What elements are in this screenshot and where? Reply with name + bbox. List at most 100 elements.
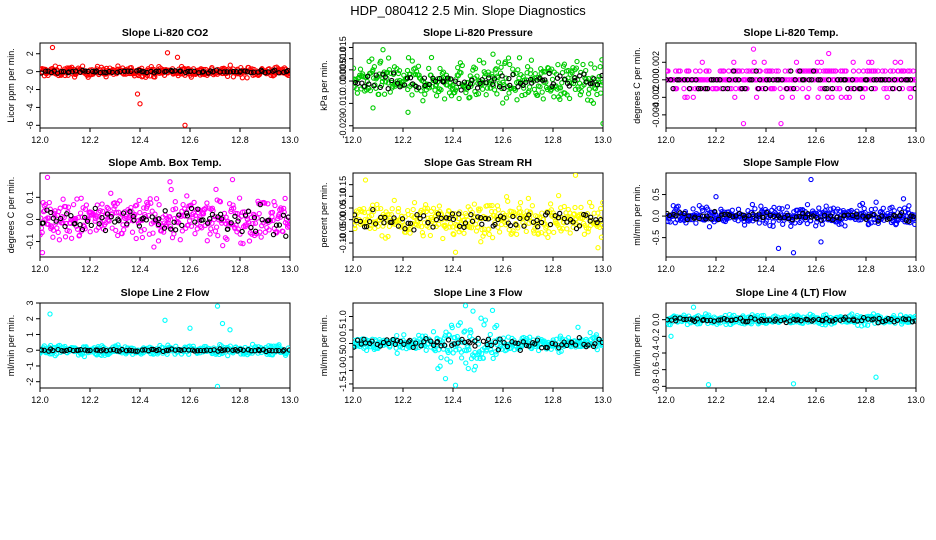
y-tick-label: -0.2 <box>651 329 661 345</box>
data-point <box>391 197 397 204</box>
data-point <box>503 95 510 101</box>
data-point <box>87 347 93 354</box>
data-point <box>417 215 423 222</box>
data-point <box>523 79 529 85</box>
data-point <box>501 340 507 346</box>
data-point <box>165 217 172 223</box>
data-point <box>463 89 469 96</box>
data-point <box>684 94 690 100</box>
data-point <box>433 216 440 223</box>
data-point <box>220 242 226 249</box>
data-point <box>566 95 573 102</box>
data-point <box>44 174 51 181</box>
y-tick-label: 0.5 <box>651 188 661 201</box>
panel-title: Slope Line 2 Flow <box>121 287 211 299</box>
data-point <box>353 65 357 71</box>
data-point <box>365 73 371 79</box>
data-point <box>535 224 541 230</box>
data-point <box>699 207 706 214</box>
x-tick-label: 12.0 <box>344 395 362 405</box>
y-tick-label: 0.002 <box>651 51 661 74</box>
data-point <box>750 46 757 52</box>
data-point <box>472 88 478 95</box>
data-point <box>446 332 453 338</box>
data-point <box>114 69 121 75</box>
data-point <box>56 237 63 243</box>
data-point <box>558 348 564 354</box>
data-point <box>827 318 833 324</box>
data-point <box>567 230 573 236</box>
data-point <box>525 195 532 202</box>
data-point <box>578 204 584 211</box>
data-point <box>790 85 797 92</box>
data-point <box>533 222 539 229</box>
data-point <box>521 85 527 91</box>
data-point <box>538 219 545 226</box>
data-point <box>677 68 683 74</box>
data-point <box>889 85 896 92</box>
y-axis-label: ml/min per min. <box>319 315 329 377</box>
data-point <box>270 231 277 238</box>
data-point <box>395 223 402 229</box>
data-point <box>467 340 473 346</box>
data-point <box>155 238 162 244</box>
data-point <box>595 210 601 216</box>
data-point <box>184 193 190 199</box>
data-point <box>395 205 402 212</box>
data-point <box>413 340 419 346</box>
data-point <box>430 205 437 212</box>
data-point <box>82 226 88 232</box>
data-point <box>187 325 193 331</box>
data-point <box>233 222 239 228</box>
data-point <box>515 67 521 73</box>
x-tick-label: 12.6 <box>807 264 825 274</box>
data-point <box>909 319 916 325</box>
data-point <box>240 347 246 353</box>
data-point <box>444 356 450 362</box>
data-point <box>887 68 894 74</box>
data-point <box>789 85 795 92</box>
data-point <box>77 210 84 216</box>
data-point <box>690 304 697 310</box>
data-point <box>134 91 141 97</box>
data-point <box>110 346 117 353</box>
data-point <box>257 201 263 208</box>
y-tick-label: -0.010 <box>338 91 348 117</box>
data-point <box>415 63 422 69</box>
data-point <box>824 85 830 92</box>
data-point <box>447 359 454 365</box>
data-point <box>575 324 581 330</box>
data-point <box>703 85 709 92</box>
data-point <box>837 215 843 221</box>
x-tick-label: 12.8 <box>857 395 875 405</box>
data-point <box>99 215 105 221</box>
data-point <box>756 220 762 226</box>
data-point <box>410 344 416 351</box>
data-point <box>890 68 896 74</box>
data-point <box>227 343 233 349</box>
data-point <box>774 77 780 83</box>
data-point <box>401 332 407 338</box>
data-point <box>227 69 233 75</box>
panel-title: Slope Li-820 Pressure <box>423 27 533 39</box>
data-point <box>800 208 806 214</box>
data-point <box>155 221 162 228</box>
data-point <box>741 222 748 228</box>
data-point <box>149 208 155 214</box>
data-point <box>381 91 388 97</box>
data-point <box>757 77 763 83</box>
data-point <box>561 203 567 210</box>
data-point <box>480 338 487 344</box>
data-point <box>459 62 465 69</box>
data-point <box>401 341 407 347</box>
y-tick-label: -0.4 <box>651 345 661 361</box>
data-point <box>353 222 358 229</box>
data-point <box>423 347 429 353</box>
data-point <box>595 245 601 251</box>
data-point <box>465 365 471 372</box>
data-point <box>470 308 476 314</box>
plot-frame <box>665 42 917 129</box>
data-point <box>732 77 739 83</box>
data-point <box>741 215 748 221</box>
data-point <box>492 339 499 345</box>
